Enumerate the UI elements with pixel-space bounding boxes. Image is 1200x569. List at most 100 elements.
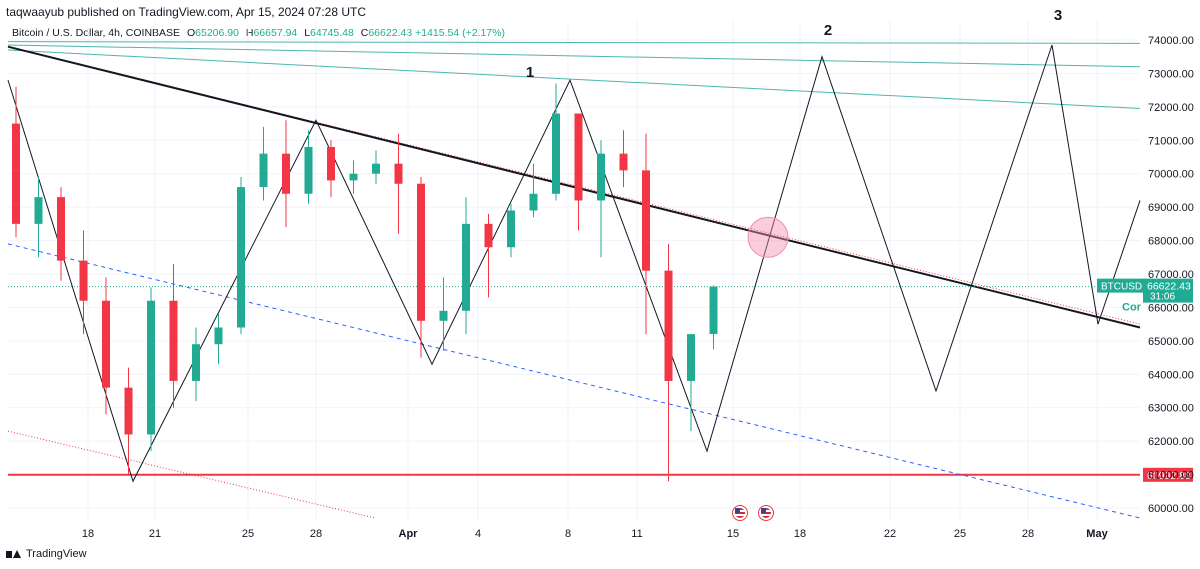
candle-body (417, 183, 425, 321)
low-value: 64745.48 (310, 27, 354, 39)
candle-body (102, 300, 110, 388)
candle-body (259, 153, 268, 188)
candle-body (282, 153, 290, 194)
support-tag-bg (1143, 467, 1193, 482)
candle-body (214, 327, 223, 345)
candle-body (484, 223, 493, 248)
candle-body (439, 310, 448, 321)
candle-body (394, 163, 403, 184)
candle-body (709, 286, 718, 334)
candle-body (597, 153, 605, 201)
symbol-line: Bitcoin / U.S. Dollar, 4h, COINBASE (12, 27, 181, 39)
time-axis: 18 21 25 28 Apr 4 8 11 15 18 22 25 28 May (82, 528, 1109, 540)
candle-body (124, 387, 133, 435)
x-tick-label: 15 (727, 528, 739, 540)
publisher-line: taqwaayub published on TradingView.com, … (6, 5, 367, 19)
x-tick-label: 25 (242, 528, 254, 540)
price-axis: 60000.00 61000.00 62000.00 63000.00 64000.00… (1148, 35, 1194, 515)
open-value: 65206.90 (195, 27, 239, 39)
y-tick-label: 63000.00 (1148, 403, 1194, 415)
candle-body (169, 300, 178, 381)
x-tick-label: 21 (149, 528, 161, 540)
partial-label: Cor (1122, 302, 1142, 314)
candle-body (192, 344, 200, 381)
tradingview-logo-icon (6, 549, 22, 559)
candles (12, 83, 718, 482)
support-tag-value: 60992.88 (1147, 470, 1191, 482)
candle-body (349, 173, 358, 181)
candle-body (79, 260, 88, 301)
y-tick-label: 61000.00 (1148, 470, 1194, 482)
x-tick-label: 25 (954, 528, 966, 540)
symbol-tag-bg (1097, 278, 1147, 293)
candle-body (147, 300, 155, 435)
wave-label: 2 (824, 22, 832, 39)
symbol-tag-label: BTCUSD (1101, 282, 1142, 293)
x-tick-label: 11 (631, 528, 642, 540)
dotted-trendline (7, 46, 1141, 325)
channel-line (7, 44, 1141, 68)
price-tag-value: 66622.43 (1147, 281, 1191, 293)
tradingview-footer: TradingView (6, 548, 87, 560)
x-tick-label: Apr (399, 528, 419, 540)
high-value: 66657.94 (253, 27, 298, 39)
candle-body (664, 270, 673, 381)
y-tick-label: 65000.00 (1148, 336, 1194, 348)
candle-body (327, 146, 335, 181)
candle-body (642, 170, 650, 271)
x-tick-label: 4 (475, 528, 481, 540)
x-tick-label: 28 (310, 528, 322, 540)
y-tick-label: 69000.00 (1148, 202, 1194, 214)
channel-line (7, 41, 1141, 44)
y-tick-label: 72000.00 (1148, 102, 1194, 114)
wave-label: 1 (526, 64, 534, 81)
x-tick-label: 18 (82, 528, 94, 540)
close-label: C (360, 27, 369, 39)
candle-body (237, 187, 245, 328)
candle-body (574, 113, 583, 201)
channel-line (7, 49, 1141, 110)
x-tick-label: 8 (565, 528, 571, 540)
y-tick-label: 71000.00 (1148, 135, 1194, 147)
y-tick-label: 67000.00 (1148, 269, 1194, 281)
price-tag-countdown: 31:06 (1150, 292, 1175, 303)
low-label: L (304, 27, 311, 39)
candle-body (462, 223, 470, 311)
candle-body (552, 113, 560, 194)
candle-body (34, 197, 43, 224)
ohlc-legend: Bitcoin / U.S. Dollar, 4h, COINBASE O652… (12, 27, 505, 39)
candle-body (529, 193, 538, 211)
candle-body (57, 197, 65, 261)
y-tick-label: 66000.00 (1148, 302, 1194, 314)
candle-body (507, 210, 515, 248)
projected-wave-path (7, 44, 1141, 483)
x-tick-label: 22 (884, 528, 896, 540)
y-tick-label: 74000.00 (1148, 35, 1194, 47)
candle-body (304, 146, 313, 194)
us-flag-event-icon[interactable] (732, 505, 748, 521)
y-tick-label: 73000.00 (1148, 68, 1194, 80)
chart-grid (8, 20, 1140, 520)
x-tick-label: 18 (794, 528, 806, 540)
x-tick-label: 28 (1022, 528, 1034, 540)
us-flag-event-icon[interactable] (758, 505, 774, 521)
y-tick-label: 62000.00 (1148, 436, 1194, 448)
change-value: +1415.54 (+2.17%) (415, 27, 505, 39)
descending-trendline (7, 45, 1141, 329)
breakout-marker (747, 216, 789, 258)
high-label: H (245, 27, 254, 39)
y-tick-label: 60000.00 (1148, 503, 1194, 515)
x-tick-label: May (1086, 528, 1108, 540)
candle-body (687, 334, 695, 381)
y-tick-label: 68000.00 (1148, 236, 1194, 248)
candle-body (372, 163, 380, 174)
candle-body (12, 123, 20, 224)
candle-body (619, 153, 628, 171)
dashed-channel-line (7, 243, 1141, 519)
price-tag-bg (1143, 278, 1193, 303)
close-value: 66622.43 (368, 27, 413, 39)
y-tick-label: 64000.00 (1148, 369, 1194, 381)
wave-label: 3 (1054, 7, 1062, 24)
